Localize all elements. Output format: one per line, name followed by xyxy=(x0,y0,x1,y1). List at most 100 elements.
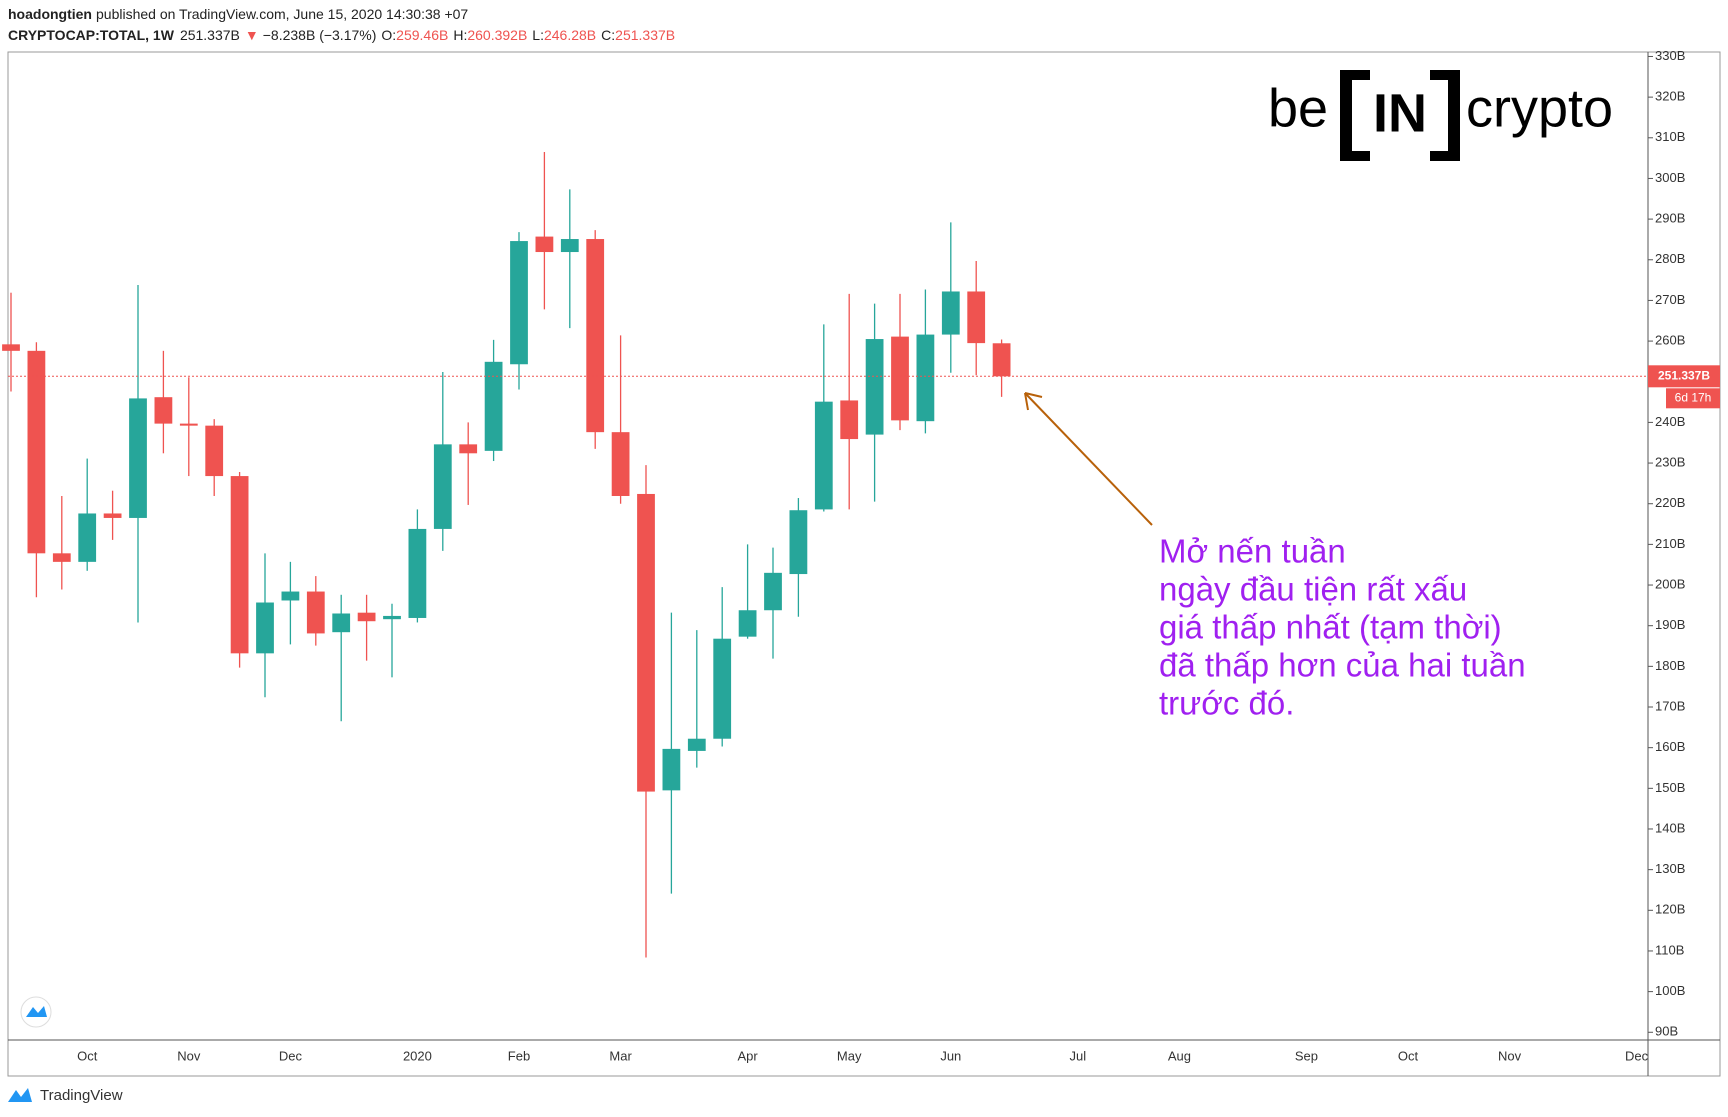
candle-body xyxy=(992,343,1011,377)
chart-frame xyxy=(7,51,1721,1077)
x-tick-label: 2020 xyxy=(403,1048,432,1063)
x-tick-label: Sep xyxy=(1295,1048,1318,1063)
y-tick-label: 100B xyxy=(1655,983,1685,998)
c-value: 251.337B xyxy=(615,27,675,43)
candle-body xyxy=(103,513,122,518)
candle-body xyxy=(205,425,224,477)
symbol: CRYPTOCAP:TOTAL, 1W xyxy=(8,27,175,43)
l-value: 246.28B xyxy=(544,27,596,43)
candle-body xyxy=(179,423,198,426)
candle-body xyxy=(865,339,884,435)
annotation-arrow xyxy=(1024,392,1153,526)
x-tick-label: Jul xyxy=(1069,1048,1086,1063)
candle-body xyxy=(2,344,20,351)
logo-in: IN xyxy=(1373,83,1427,143)
x-tick-label: Nov xyxy=(1498,1048,1522,1063)
x-tick-label: May xyxy=(837,1048,862,1063)
x-tick-label: Apr xyxy=(737,1048,758,1063)
c-label: C: xyxy=(601,27,615,43)
x-tick-label: Oct xyxy=(77,1048,98,1063)
x-tick-label: Feb xyxy=(508,1048,530,1063)
candle-body xyxy=(129,398,147,518)
footer-icon xyxy=(8,1088,32,1102)
candle-body xyxy=(789,510,808,575)
y-tick-label: 300B xyxy=(1655,170,1685,185)
candle-body xyxy=(764,572,782,611)
annotation-line: Mở nến tuần xyxy=(1159,533,1346,570)
candle-body xyxy=(332,613,351,633)
candle-body xyxy=(52,553,71,562)
x-tick-label: Aug xyxy=(1168,1048,1191,1063)
annotation-line: giá thấp nhất (tạm thời) xyxy=(1159,609,1502,646)
annotation-line: trước đó. xyxy=(1159,685,1294,722)
x-tick-label: Jun xyxy=(940,1048,961,1063)
y-tick-label: 270B xyxy=(1655,292,1685,307)
y-tick-label: 220B xyxy=(1655,495,1685,510)
l-label: L: xyxy=(532,27,544,43)
countdown-box xyxy=(1666,388,1720,409)
candle-body xyxy=(611,432,630,496)
author: hoadongtien xyxy=(8,6,92,22)
candle-body xyxy=(510,241,528,365)
x-tick-label: Oct xyxy=(1398,1048,1419,1063)
x-tick-label: Dec xyxy=(279,1048,303,1063)
y-tick-label: 260B xyxy=(1655,333,1685,348)
publish-line: hoadongtien published on TradingView.com,… xyxy=(8,6,468,22)
y-tick-label: 200B xyxy=(1655,576,1685,591)
o-label: O: xyxy=(381,27,396,43)
candle-body xyxy=(408,528,427,618)
published: published on TradingView.com, June 15, 2… xyxy=(96,6,468,22)
candle-body xyxy=(256,602,274,654)
badge-icon xyxy=(26,1006,47,1017)
candle-body xyxy=(738,610,757,637)
y-tick-label: 180B xyxy=(1655,658,1685,673)
annotation-line: đã thấp hơn của hai tuần xyxy=(1159,647,1526,684)
candle-body xyxy=(230,476,249,654)
y-tick-label: 170B xyxy=(1655,698,1685,713)
candle-body xyxy=(433,444,452,529)
y-tick-label: 160B xyxy=(1655,739,1685,754)
last: 251.337B xyxy=(180,27,240,43)
y-tick-label: 90B xyxy=(1655,1024,1678,1039)
y-tick-label: 310B xyxy=(1655,129,1685,144)
y-tick-label: 330B xyxy=(1655,48,1685,63)
candle-body xyxy=(281,591,300,601)
y-tick-label: 130B xyxy=(1655,861,1685,876)
candle-body xyxy=(383,615,401,620)
countdown: 6d 17h xyxy=(1675,390,1712,404)
arrow-head xyxy=(1024,392,1043,411)
last-price-label: 251.337B xyxy=(1658,368,1710,382)
candle-body xyxy=(840,400,859,440)
y-tick-label: 240B xyxy=(1655,414,1685,429)
o-value: 259.46B xyxy=(396,27,448,43)
candle-body xyxy=(306,591,325,634)
candle-body xyxy=(78,513,97,562)
y-tick-label: 110B xyxy=(1655,942,1684,957)
last-price-box xyxy=(1648,365,1720,388)
candle-body xyxy=(662,748,681,791)
candle-body xyxy=(891,336,909,421)
h-value: 260.392B xyxy=(467,27,527,43)
candle-body xyxy=(560,239,579,253)
candle-body xyxy=(916,334,935,422)
y-tick-label: 140B xyxy=(1655,820,1685,835)
logo-crypto: crypto xyxy=(1466,78,1613,138)
candle-body xyxy=(535,236,554,253)
candle-body xyxy=(27,350,46,554)
y-tick-label: 190B xyxy=(1655,617,1685,632)
change: −8.238B (−3.17%) xyxy=(263,27,377,43)
logo: be IN crypto xyxy=(1268,70,1613,161)
candle-body xyxy=(459,444,478,454)
candle-body xyxy=(154,397,173,424)
y-tick-label: 150B xyxy=(1655,780,1685,795)
tv-badge xyxy=(20,996,52,1028)
x-tick-label: Dec xyxy=(1625,1048,1649,1063)
candle-body xyxy=(484,361,503,451)
y-tick-label: 120B xyxy=(1655,902,1685,917)
y-tick-label: 290B xyxy=(1655,211,1685,226)
candle-body xyxy=(586,239,605,433)
y-tick-label: 210B xyxy=(1655,536,1685,551)
logo-be: be xyxy=(1268,78,1328,138)
candle-body xyxy=(941,291,960,335)
